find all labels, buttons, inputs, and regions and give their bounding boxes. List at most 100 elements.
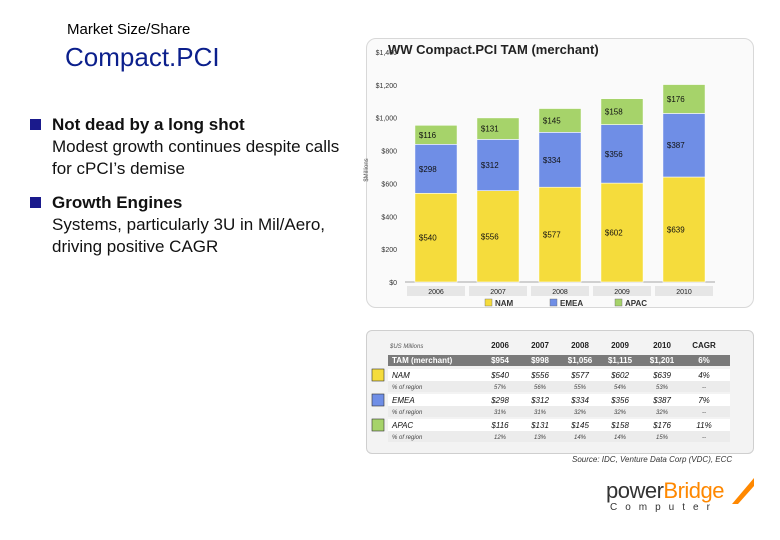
table-header: 2008 (571, 341, 589, 350)
bullet-square-icon (30, 119, 41, 130)
table-header: 2006 (491, 341, 509, 350)
table-cell: $1,201 (650, 356, 675, 365)
table-cell: 55% (574, 385, 587, 391)
table-cell: -- (702, 385, 706, 391)
category-label-bg (407, 286, 465, 296)
table-row-label: % of region (392, 410, 423, 416)
x-tick-label: 2009 (614, 289, 630, 296)
table-cell: 56% (534, 385, 547, 391)
data-label: $556 (481, 232, 499, 241)
table-cell: $131 (530, 421, 549, 430)
category-label-bg (469, 286, 527, 296)
data-label: $312 (481, 161, 499, 170)
table-unit-label: $US Millions (389, 344, 423, 350)
table-cell: 13% (534, 435, 547, 441)
y-axis-label: $Millions (364, 158, 370, 181)
legend-label: EMEA (560, 299, 583, 308)
table-row-bg (388, 394, 730, 406)
legend-swatch (614, 298, 623, 307)
table-cell: $176 (652, 421, 671, 430)
data-table: $US Millions 2006 2007 2008 2009 2010 CAGR TAM … (371, 341, 730, 442)
data-label: $540 (419, 234, 437, 243)
legend-label: NAM (495, 299, 514, 308)
table-cell: $334 (570, 396, 589, 405)
table-cell: 31% (494, 410, 507, 416)
table-cell: $298 (490, 396, 509, 405)
y-tick-label: $200 (381, 247, 397, 254)
bar-apac-2007 (476, 117, 520, 140)
x-tick-label: 2007 (490, 289, 506, 296)
y-tick-label: $1,000 (376, 116, 398, 123)
table-header: 2007 (531, 341, 549, 350)
company-logo: powerBridge Computer (606, 478, 756, 518)
legend-label: APAC (625, 299, 647, 308)
bar-emea-2007 (476, 139, 520, 191)
logo-arrow-icon (732, 478, 754, 504)
bar-emea-2009 (600, 124, 644, 184)
chart-title: WW Compact.PCI TAM (merchant) (388, 42, 599, 57)
data-label: $298 (419, 165, 437, 174)
table-row-bg (388, 406, 730, 417)
table-cell: $158 (610, 421, 629, 430)
table-cell: $312 (530, 396, 549, 405)
table-cell: 4% (698, 371, 710, 380)
y-tick-label: $0 (389, 280, 397, 287)
table-row-label: % of region (392, 435, 423, 441)
bullet-1: Not dead by a long shot Modest growth co… (30, 114, 360, 180)
table-row-label: APAC (391, 421, 413, 430)
bullet-square-icon (30, 197, 41, 208)
data-label: $356 (605, 150, 623, 159)
bar-apac-2010 (662, 84, 706, 114)
bar-nam-2006 (414, 192, 458, 283)
bullet-1-body: Modest growth continues despite calls fo… (52, 137, 340, 178)
table-header: 2009 (611, 341, 629, 350)
table-cell: $356 (610, 396, 629, 405)
table-row-bg (388, 369, 730, 381)
table-cell: $556 (530, 371, 549, 380)
data-label: $639 (667, 226, 685, 235)
slide-subtitle: Market Size/Share (67, 21, 191, 38)
bullet-2-body: Systems, particularly 3U in Mil/Aero, dr… (52, 215, 326, 256)
table-header: 2010 (653, 341, 671, 350)
table-row-bg (388, 431, 730, 442)
y-tick-label: $800 (381, 149, 397, 156)
bar-nam-2008 (538, 186, 582, 283)
y-tick-label: $600 (381, 181, 397, 188)
table-cell: 32% (614, 410, 627, 416)
bullet-2-head: Growth Engines (52, 193, 183, 212)
table-row-label: NAM (392, 371, 410, 380)
bullet-2: Growth Engines Systems, particularly 3U … (30, 192, 360, 258)
data-label: $145 (543, 116, 561, 125)
table-cell: -- (702, 410, 706, 416)
table-cell: 53% (656, 385, 669, 391)
bar-apac-2008 (538, 108, 582, 133)
table-cell: $1,056 (568, 356, 593, 365)
table-row-bg (388, 381, 730, 392)
table-cell: $1,115 (608, 356, 633, 365)
table-cell: $577 (570, 371, 589, 380)
table-cell: 6% (698, 356, 710, 365)
table-cell: 11% (696, 421, 711, 430)
table-cell: $540 (490, 371, 509, 380)
bullet-1-head: Not dead by a long shot (52, 115, 245, 134)
legend-swatch (549, 298, 558, 307)
bar-apac-2009 (600, 98, 644, 125)
slide-title: Compact.PCI (65, 42, 220, 72)
data-label: $577 (543, 231, 561, 240)
y-tick-label: $400 (381, 214, 397, 221)
table-row-label: TAM (merchant) (392, 356, 453, 365)
table-cell: $116 (490, 421, 509, 430)
data-label: $116 (419, 131, 437, 140)
table-cell: 31% (534, 410, 547, 416)
data-label: $131 (481, 125, 499, 134)
category-label-bg (655, 286, 713, 296)
table-cell: 15% (656, 435, 669, 441)
table-legend-swatch (371, 418, 385, 432)
table-row-label: % of region (392, 385, 423, 391)
bar-apac-2006 (414, 124, 458, 145)
bar-emea-2006 (414, 144, 458, 194)
table-cell: 32% (656, 410, 669, 416)
category-label-bg (593, 286, 651, 296)
table-cell: $145 (570, 421, 589, 430)
table-header: CAGR (692, 341, 716, 350)
